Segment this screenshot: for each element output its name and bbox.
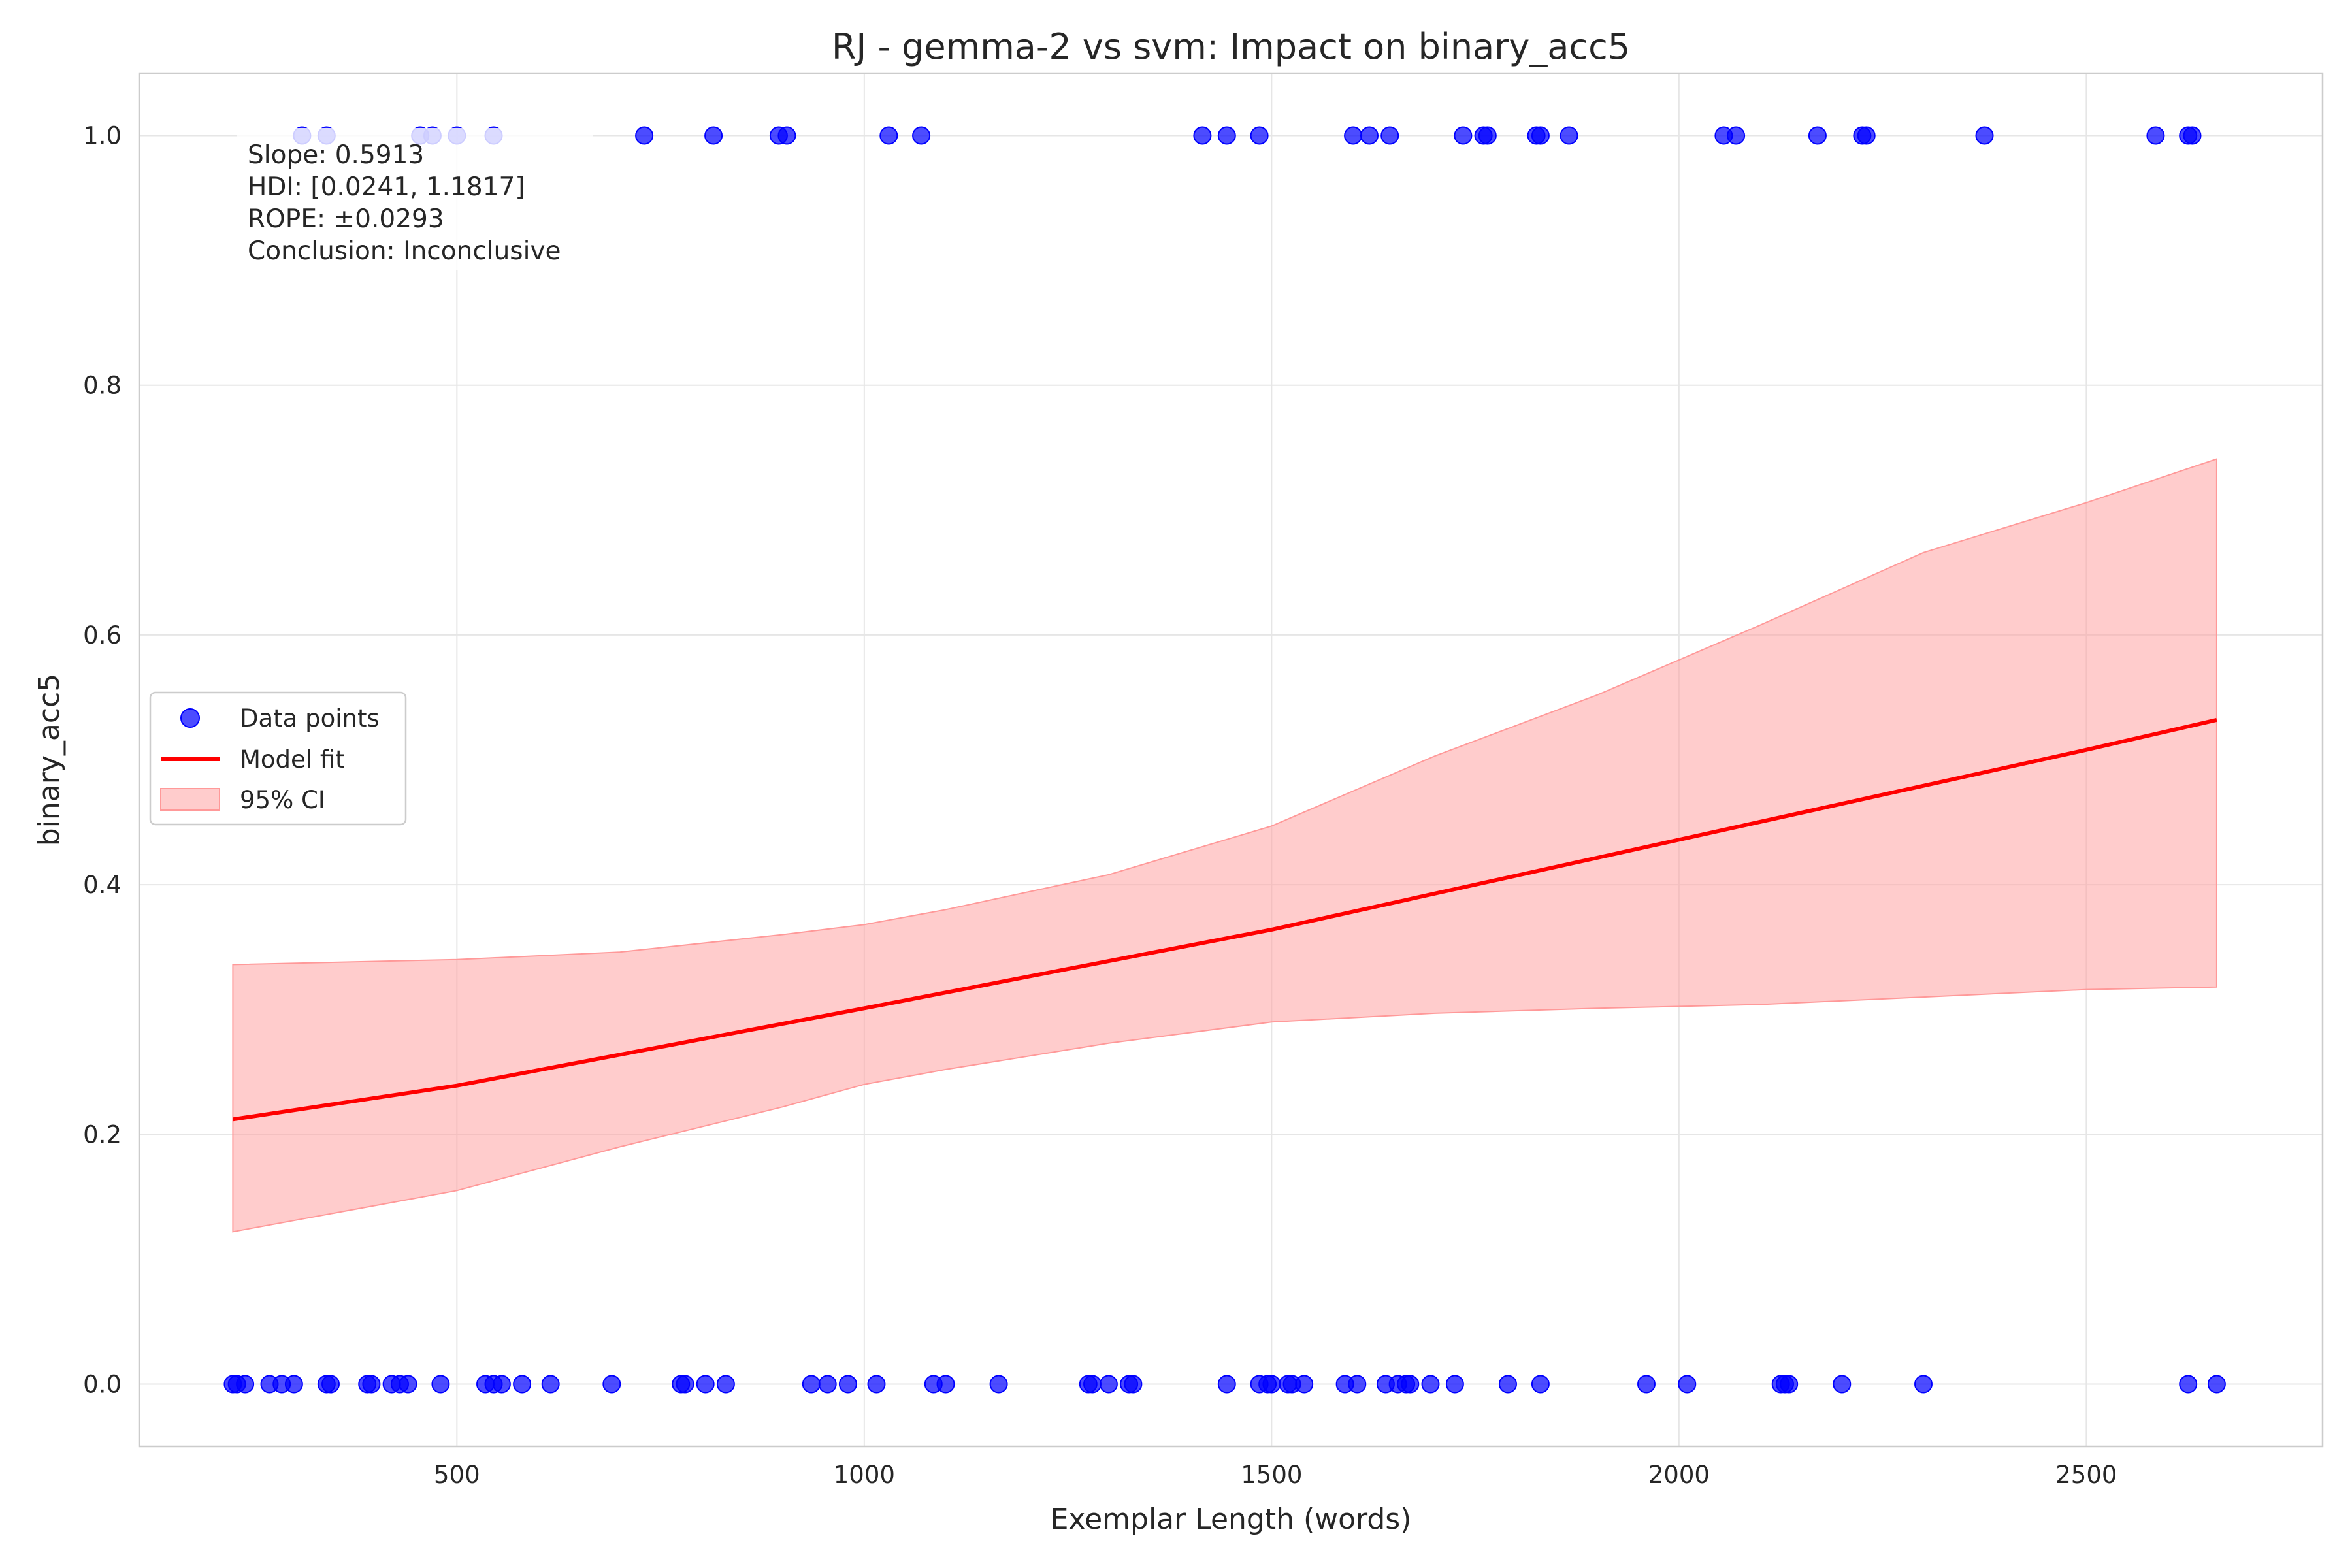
- data-point: [879, 126, 898, 145]
- data-point: [602, 1375, 621, 1394]
- data-point: [2179, 1375, 2198, 1394]
- annotation-conclusion: Conclusion: Inconclusive: [248, 237, 561, 266]
- data-point: [2183, 126, 2202, 145]
- data-point: [696, 1375, 715, 1394]
- data-point: [1124, 1375, 1143, 1394]
- annotation-rope: ROPE: ±0.0293: [248, 204, 444, 234]
- data-point: [2207, 1375, 2226, 1394]
- data-point: [1780, 1375, 1799, 1394]
- data-point: [704, 126, 723, 145]
- data-point: [989, 1375, 1008, 1394]
- data-point: [1727, 126, 1746, 145]
- data-point: [1083, 1375, 1102, 1394]
- data-point: [1250, 126, 1269, 145]
- data-point: [1857, 126, 1876, 145]
- data-point: [1531, 1375, 1550, 1394]
- data-point: [2146, 126, 2165, 145]
- fit-line-layer: [232, 717, 2217, 1122]
- data-point: [635, 126, 654, 145]
- legend: Data points Model fit 95% CI: [149, 691, 407, 826]
- data-point: [1099, 1375, 1118, 1394]
- data-point: [1560, 126, 1578, 145]
- legend-label-data-points: Data points: [240, 704, 380, 732]
- data-point: [818, 1375, 837, 1394]
- data-point: [867, 1375, 886, 1394]
- data-point: [541, 1375, 560, 1394]
- x-axis-label: Exemplar Length (words): [1051, 1503, 1412, 1536]
- data-point: [1348, 1375, 1367, 1394]
- data-point: [1637, 1375, 1656, 1394]
- data-point: [838, 1375, 857, 1394]
- plot-area-frame: [138, 72, 2324, 1448]
- data-point: [399, 1375, 417, 1394]
- ci-band: [232, 458, 2217, 1233]
- data-point: [431, 1375, 450, 1394]
- y-tick-label: 1.0: [83, 122, 122, 150]
- data-point: [1380, 126, 1399, 145]
- data-point: [1295, 1375, 1314, 1394]
- stats-annotation-box: [237, 128, 593, 270]
- data-point: [1217, 1375, 1236, 1394]
- data-point: [1808, 126, 1827, 145]
- data-point: [1478, 126, 1497, 145]
- data-point: [777, 126, 796, 145]
- x-tick-label: 500: [434, 1461, 480, 1489]
- data-point: [802, 1375, 821, 1394]
- y-tick-label: 0.6: [83, 621, 122, 649]
- data-point: [1262, 1375, 1281, 1394]
- annotation-hdi: HDI: [0.0241, 1.1817]: [248, 172, 525, 202]
- data-point: [1975, 126, 1994, 145]
- annotation-slope: Slope: 0.5913: [248, 140, 424, 170]
- data-point: [676, 1375, 694, 1394]
- data-point: [236, 1375, 255, 1394]
- y-tick-label: 0.2: [83, 1120, 122, 1149]
- data-point: [1360, 126, 1379, 145]
- data-point: [1445, 1375, 1464, 1394]
- legend-label-model-fit: Model fit: [240, 745, 345, 774]
- y-tick-label: 0.4: [83, 871, 122, 899]
- data-point: [1401, 1375, 1420, 1394]
- data-point: [492, 1375, 511, 1394]
- data-point: [936, 1375, 955, 1394]
- data-point: [1193, 126, 1212, 145]
- data-point: [284, 1375, 303, 1394]
- data-point: [1833, 1375, 1852, 1394]
- chart-title: RJ - gemma-2 vs svm: Impact on binary_ac…: [832, 26, 1630, 67]
- y-axis-label: binary_acc5: [33, 674, 66, 846]
- stats-annotation: Slope: 0.5913 HDI: [0.0241, 1.1817] ROPE…: [237, 128, 593, 270]
- ci-band-layer: [232, 458, 2217, 1233]
- x-tick-label: 1000: [834, 1461, 895, 1489]
- data-point: [1531, 126, 1550, 145]
- legend-marker-data-points: [180, 708, 200, 728]
- data-point: [362, 1375, 381, 1394]
- data-point: [1344, 126, 1363, 145]
- data-point: [716, 1375, 735, 1394]
- data-point: [1421, 1375, 1440, 1394]
- model-fit-line: [232, 717, 2217, 1122]
- data-point: [321, 1375, 340, 1394]
- data-point: [513, 1375, 532, 1394]
- y-tick-label: 0.8: [83, 372, 122, 400]
- legend-label-ci: 95% CI: [240, 786, 325, 814]
- data-point: [1678, 1375, 1697, 1394]
- y-tick-label: 0.0: [83, 1370, 122, 1398]
- tick-labels: 500 1000 1500 2000 2500 0.0 0.2 0.4 0.6 0.8 1.0: [83, 122, 2117, 1489]
- data-point: [1454, 126, 1473, 145]
- x-tick-label: 2500: [2055, 1461, 2117, 1489]
- data-point: [1217, 126, 1236, 145]
- data-point: [912, 126, 931, 145]
- x-tick-label: 2000: [1648, 1461, 1710, 1489]
- data-point: [1914, 1375, 1933, 1394]
- data-point: [1499, 1375, 1517, 1394]
- x-tick-label: 1500: [1241, 1461, 1302, 1489]
- legend-marker-ci: [160, 788, 220, 811]
